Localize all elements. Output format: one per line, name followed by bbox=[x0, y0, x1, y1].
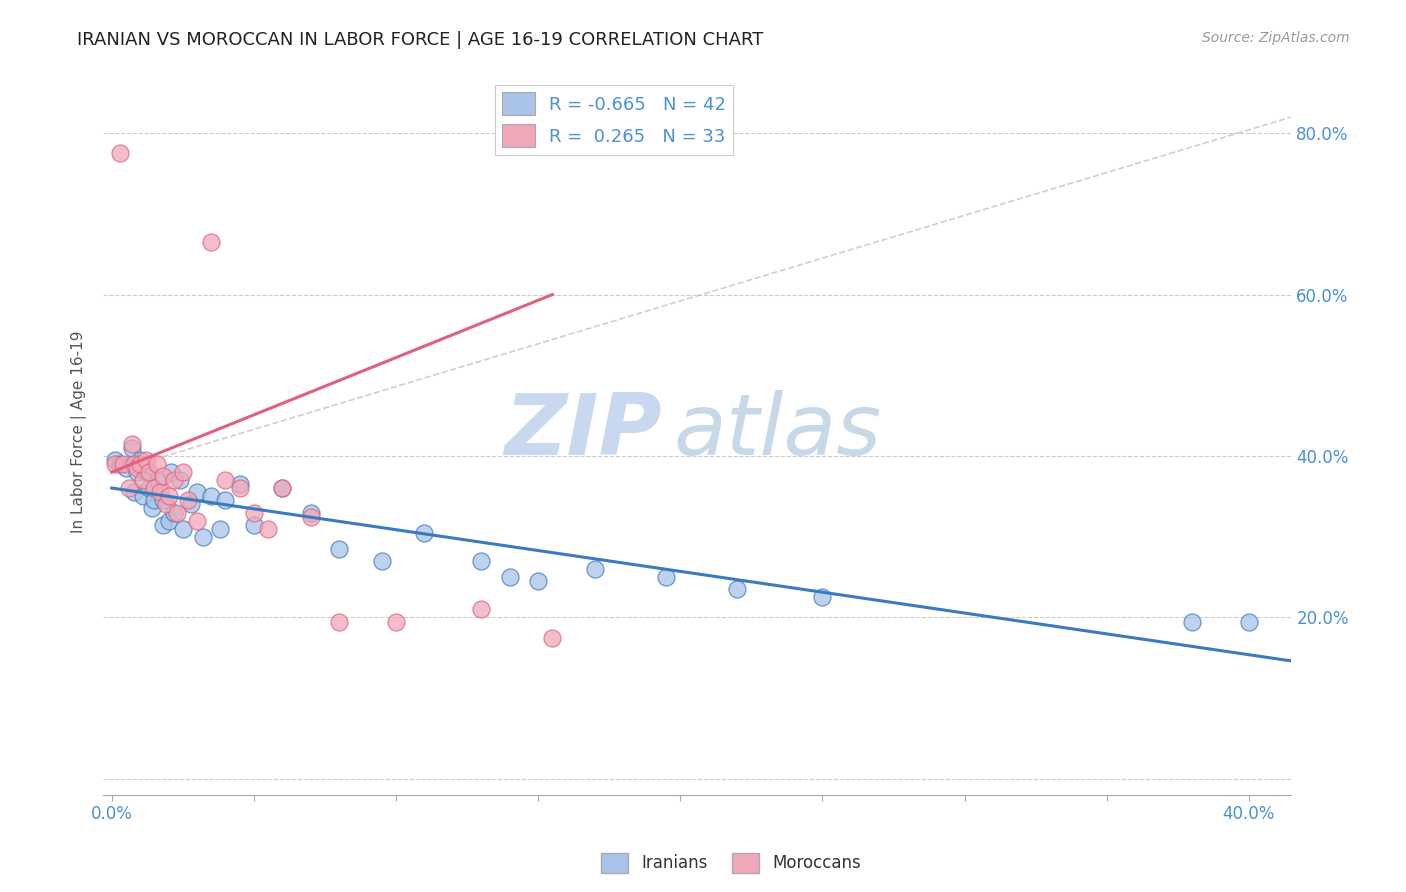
Point bbox=[166, 506, 188, 520]
Point bbox=[132, 473, 155, 487]
Point bbox=[470, 602, 492, 616]
Point bbox=[163, 473, 186, 487]
Point bbox=[177, 493, 200, 508]
Point bbox=[228, 477, 250, 491]
Point bbox=[172, 465, 194, 479]
Point bbox=[157, 514, 180, 528]
Point bbox=[152, 493, 174, 508]
Point bbox=[583, 562, 606, 576]
Point bbox=[118, 481, 141, 495]
Point bbox=[121, 437, 143, 451]
Legend: Iranians, Moroccans: Iranians, Moroccans bbox=[595, 847, 868, 880]
Point bbox=[191, 530, 214, 544]
Point bbox=[149, 485, 172, 500]
Point bbox=[121, 441, 143, 455]
Point bbox=[127, 465, 149, 479]
Point bbox=[541, 631, 564, 645]
Point bbox=[299, 509, 322, 524]
Point bbox=[163, 506, 186, 520]
Point bbox=[124, 485, 146, 500]
Point bbox=[655, 570, 678, 584]
Point bbox=[186, 485, 208, 500]
Point bbox=[328, 615, 350, 629]
Point bbox=[129, 453, 152, 467]
Point bbox=[200, 235, 222, 249]
Point bbox=[243, 517, 266, 532]
Point bbox=[143, 493, 166, 508]
Point bbox=[157, 489, 180, 503]
Point bbox=[138, 481, 160, 495]
Point bbox=[271, 481, 294, 495]
Point bbox=[172, 522, 194, 536]
Point bbox=[129, 457, 152, 471]
Point bbox=[132, 489, 155, 503]
Y-axis label: In Labor Force | Age 16-19: In Labor Force | Age 16-19 bbox=[72, 331, 87, 533]
Point bbox=[413, 525, 436, 540]
Point bbox=[228, 481, 250, 495]
Point bbox=[243, 506, 266, 520]
Point bbox=[385, 615, 408, 629]
Point bbox=[200, 489, 222, 503]
Point bbox=[135, 465, 157, 479]
Point bbox=[103, 457, 125, 471]
Point bbox=[499, 570, 522, 584]
Text: ZIP: ZIP bbox=[505, 391, 662, 474]
Point bbox=[214, 493, 236, 508]
Point bbox=[124, 457, 146, 471]
Point bbox=[112, 457, 135, 471]
Point bbox=[143, 481, 166, 495]
Text: IRANIAN VS MOROCCAN IN LABOR FORCE | AGE 16-19 CORRELATION CHART: IRANIAN VS MOROCCAN IN LABOR FORCE | AGE… bbox=[77, 31, 763, 49]
Point bbox=[811, 591, 834, 605]
Point bbox=[146, 457, 169, 471]
Point bbox=[470, 554, 492, 568]
Point bbox=[169, 473, 191, 487]
Point bbox=[299, 506, 322, 520]
Point bbox=[257, 522, 280, 536]
Point bbox=[155, 498, 177, 512]
Point bbox=[527, 574, 550, 588]
Point bbox=[103, 453, 125, 467]
Point bbox=[115, 461, 138, 475]
Point bbox=[214, 473, 236, 487]
Point bbox=[208, 522, 231, 536]
Point bbox=[371, 554, 394, 568]
Text: Source: ZipAtlas.com: Source: ZipAtlas.com bbox=[1202, 31, 1350, 45]
Text: atlas: atlas bbox=[673, 391, 882, 474]
Point bbox=[1181, 615, 1204, 629]
Point bbox=[1237, 615, 1260, 629]
Point bbox=[186, 514, 208, 528]
Point bbox=[160, 465, 183, 479]
Point bbox=[138, 465, 160, 479]
Point bbox=[271, 481, 294, 495]
Point bbox=[725, 582, 748, 597]
Point bbox=[146, 473, 169, 487]
Point bbox=[135, 453, 157, 467]
Point bbox=[180, 498, 202, 512]
Point bbox=[152, 469, 174, 483]
Point bbox=[141, 501, 163, 516]
Point bbox=[110, 457, 132, 471]
Legend: R = -0.665   N = 42, R =  0.265   N = 33: R = -0.665 N = 42, R = 0.265 N = 33 bbox=[495, 85, 734, 154]
Point bbox=[110, 146, 132, 161]
Point bbox=[328, 541, 350, 556]
Point bbox=[152, 517, 174, 532]
Point bbox=[127, 461, 149, 475]
